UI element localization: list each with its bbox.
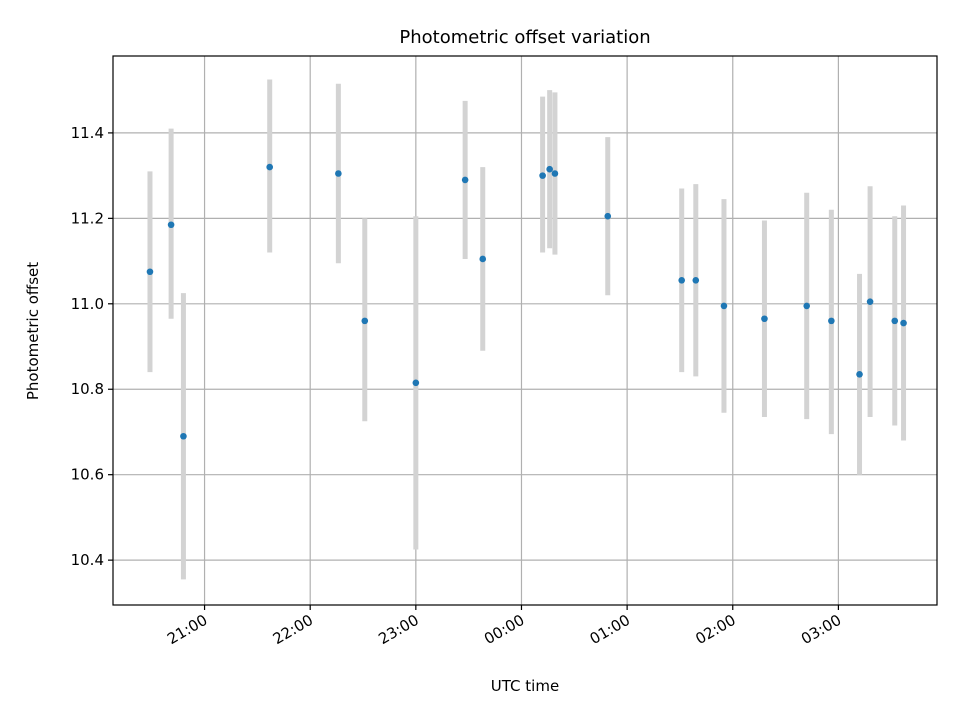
data-point: [412, 379, 420, 387]
data-point: [828, 317, 835, 325]
data-point: [146, 268, 154, 276]
data-point: [266, 163, 274, 171]
data-point: [604, 212, 612, 220]
plot-frame: [112, 55, 938, 606]
data-point: [678, 276, 686, 284]
data-point: [720, 302, 728, 310]
x-axis-label: UTC time: [491, 677, 559, 695]
y-tick-label: 10.8: [71, 380, 104, 398]
data-points: [146, 163, 907, 440]
data-point: [866, 298, 874, 305]
data-point: [361, 317, 369, 325]
data-point: [692, 276, 700, 284]
data-point: [180, 432, 187, 440]
data-point: [461, 176, 469, 184]
data-point: [539, 172, 546, 179]
y-axis-ticks: 10.4 10.6 10.8 11.0 11.2 11.4: [71, 124, 113, 569]
y-tick-label: 11.0: [71, 295, 104, 313]
data-point: [479, 255, 487, 263]
chart-title: Photometric offset variation: [399, 27, 650, 48]
y-tick-label: 11.4: [71, 124, 104, 142]
data-point: [856, 370, 863, 378]
data-point: [546, 165, 553, 173]
data-point: [761, 315, 768, 323]
grid-lines: [113, 56, 937, 605]
data-point: [891, 317, 899, 325]
y-axis-label: Photometric offset: [24, 262, 42, 400]
data-point: [167, 221, 175, 229]
y-tick-label: 10.4: [71, 551, 104, 569]
data-point: [803, 302, 811, 310]
data-point: [900, 319, 907, 327]
y-tick-label: 11.2: [71, 209, 104, 227]
data-point: [335, 170, 342, 177]
data-point: [551, 170, 559, 177]
y-tick-label: 10.6: [71, 466, 104, 484]
